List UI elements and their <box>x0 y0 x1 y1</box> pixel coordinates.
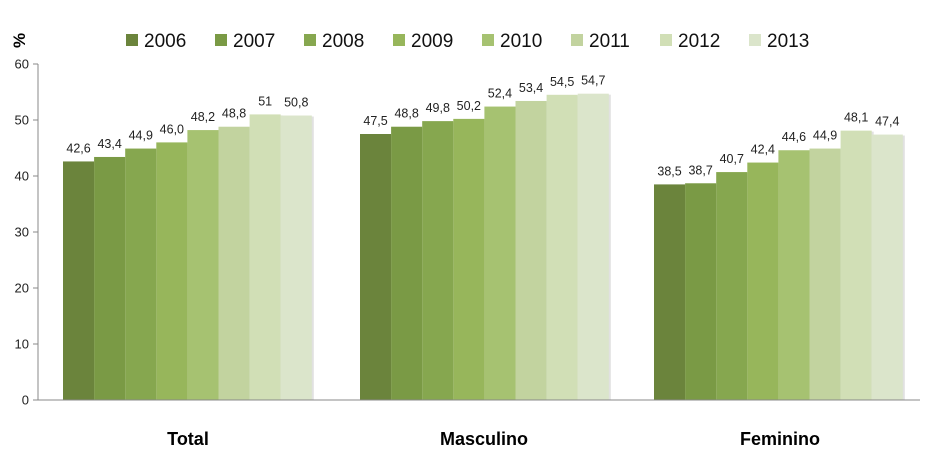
bar-feminino-2013 <box>871 134 903 400</box>
bar-groups: 42,6 43,4 44,9 46,0 48,2 48,8 51 50,8 47,5 48,8 49… <box>63 74 905 401</box>
bar-masculino-2006 <box>360 134 392 400</box>
data-label: 44,9 <box>129 129 153 143</box>
legend-label: 2008 <box>322 31 364 52</box>
bar-total-2013 <box>280 115 312 401</box>
data-label: 53,4 <box>519 81 543 95</box>
y-axis: 0 10 20 30 40 50 60 <box>15 57 39 408</box>
bar-total-2007 <box>94 156 126 400</box>
legend-label: 2012 <box>678 31 720 52</box>
legend-swatch <box>215 34 227 46</box>
legend-item-2007: 2007 <box>215 31 275 52</box>
data-label: 42,6 <box>66 141 90 155</box>
x-axis: Total Masculino Feminino <box>38 399 920 449</box>
bar-masculino-2010 <box>484 106 516 400</box>
legend-swatch <box>749 34 761 46</box>
y-tick-label: 30 <box>15 225 29 240</box>
bar-total-2006 <box>63 161 95 400</box>
bar-feminino-2012 <box>840 130 872 400</box>
bar-group-masculino: 47,5 48,8 49,8 50,2 52,4 53,4 54,5 54,7 <box>360 74 611 401</box>
data-label: 47,4 <box>875 115 899 129</box>
bar-total-2008 <box>125 148 157 400</box>
legend-item-2013: 2013 <box>749 31 809 52</box>
legend-label: 2011 <box>589 31 630 52</box>
bar-masculino-2009 <box>453 118 485 400</box>
bar-masculino-2007 <box>391 126 423 400</box>
chart-legend: 2006 2007 2008 2009 2010 2011 2012 2013 <box>126 31 809 52</box>
legend-label: 2013 <box>767 31 809 52</box>
data-label: 48,8 <box>222 107 246 121</box>
bar-masculino-2008 <box>422 121 454 401</box>
bar-feminino-2007 <box>685 183 717 400</box>
legend-swatch <box>393 34 405 46</box>
bar-masculino-2011 <box>515 100 547 401</box>
data-label: 38,7 <box>688 163 712 177</box>
data-label: 40,7 <box>720 152 744 166</box>
data-label: 48,2 <box>191 110 215 124</box>
y-tick-label: 0 <box>22 393 29 408</box>
bar-total-2010 <box>187 130 219 400</box>
legend-item-2008: 2008 <box>304 31 364 52</box>
legend-swatch <box>571 34 583 46</box>
category-label-feminino: Feminino <box>740 429 820 449</box>
data-label: 50,2 <box>457 99 481 113</box>
bar-feminino-2010 <box>778 150 810 400</box>
bar-group-feminino: 38,5 38,7 40,7 42,4 44,6 44,9 48,1 47,4 <box>654 111 905 400</box>
legend-label: 2009 <box>411 31 453 52</box>
legend-label: 2006 <box>144 31 186 52</box>
bar-feminino-2009 <box>747 162 779 400</box>
bar-total-2011 <box>218 126 250 400</box>
data-label: 49,8 <box>426 101 450 115</box>
y-tick-label: 60 <box>15 57 29 72</box>
legend-item-2011: 2011 <box>571 31 630 52</box>
legend-item-2012: 2012 <box>660 31 720 52</box>
y-tick-label: 50 <box>15 113 29 128</box>
y-axis-unit-label: % <box>10 33 29 48</box>
category-label-masculino: Masculino <box>440 429 528 449</box>
data-label: 50,8 <box>284 96 308 110</box>
data-label: 48,8 <box>394 107 418 121</box>
bar-feminino-2006 <box>654 184 686 400</box>
data-label: 51 <box>258 94 272 108</box>
y-tick-label: 10 <box>15 337 29 352</box>
bar-feminino-2011 <box>809 148 841 400</box>
legend-item-2009: 2009 <box>393 31 453 52</box>
data-label: 47,5 <box>363 114 387 128</box>
data-label: 43,4 <box>97 137 121 151</box>
legend-swatch <box>126 34 138 46</box>
legend-swatch <box>304 34 316 46</box>
data-label: 54,7 <box>581 74 605 88</box>
legend-item-2006: 2006 <box>126 31 186 52</box>
data-label: 42,4 <box>751 143 775 157</box>
data-label: 44,6 <box>782 130 806 144</box>
bar-masculino-2013 <box>577 93 609 401</box>
bar-total-2012 <box>249 114 281 401</box>
data-label: 44,9 <box>813 129 837 143</box>
category-label-total: Total <box>167 429 209 449</box>
legend-label: 2007 <box>233 31 275 52</box>
bar-masculino-2012 <box>546 94 578 401</box>
bar-total-2009 <box>156 142 188 400</box>
bar-group-total: 42,6 43,4 44,9 46,0 48,2 48,8 51 50,8 <box>63 94 314 401</box>
data-label: 38,5 <box>657 164 681 178</box>
legend-label: 2010 <box>500 31 542 52</box>
y-tick-label: 20 <box>15 281 29 296</box>
data-label: 48,1 <box>844 111 868 125</box>
legend-swatch <box>482 34 494 46</box>
legend-swatch <box>660 34 672 46</box>
bar-feminino-2008 <box>716 172 748 400</box>
y-tick-label: 40 <box>15 169 29 184</box>
data-label: 46,0 <box>160 122 184 136</box>
legend-item-2010: 2010 <box>482 31 542 52</box>
data-label: 54,5 <box>550 75 574 89</box>
data-label: 52,4 <box>488 87 512 101</box>
